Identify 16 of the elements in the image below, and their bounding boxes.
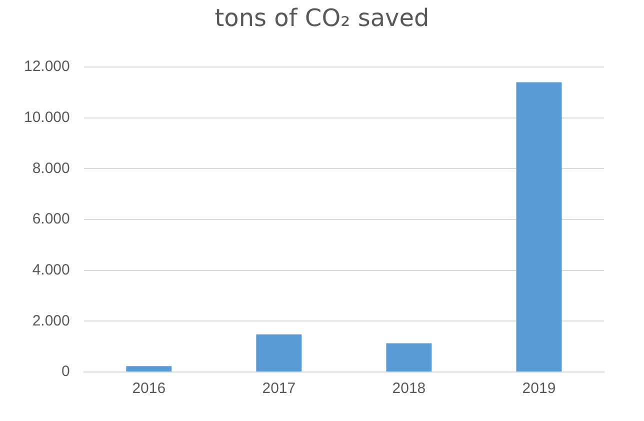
- x-tick-label: 2019: [522, 380, 556, 398]
- x-tick-label: 2017: [262, 380, 296, 398]
- y-tick-label: 2.000: [32, 312, 70, 330]
- x-tick-label: 2016: [132, 380, 166, 398]
- y-tick-label: 12.000: [24, 58, 70, 76]
- y-tick-label: 8.000: [32, 160, 70, 177]
- chart-title: tons of CO₂ saved: [214, 4, 430, 32]
- y-tick-label: 6.000: [32, 210, 70, 228]
- bar: [256, 334, 302, 372]
- bar: [516, 82, 562, 372]
- y-tick-label: 0: [62, 363, 70, 380]
- x-tick-label: 2018: [392, 380, 426, 398]
- bar: [126, 366, 172, 372]
- y-tick-label: 10.000: [24, 108, 70, 126]
- bar: [386, 343, 432, 372]
- y-tick-label: 4.000: [32, 261, 70, 278]
